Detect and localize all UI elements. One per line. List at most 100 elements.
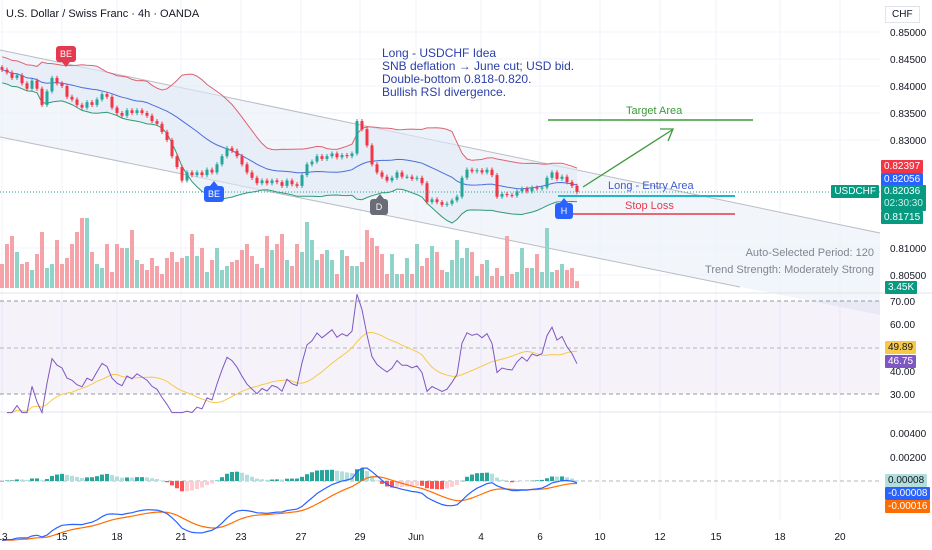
- x-tick-label: 13: [0, 532, 8, 543]
- volume-bar: [65, 258, 69, 288]
- idea-line: Bullish RSI divergence.: [382, 85, 507, 99]
- volume-bar: [525, 268, 529, 288]
- volume-bar: [105, 244, 109, 288]
- candle-body: [205, 169, 209, 176]
- macd-hist-bar: [205, 481, 209, 486]
- macd-hist-bar: [555, 476, 559, 481]
- bollinger-upper: [1, 56, 578, 169]
- marker-pointer-icon: [62, 62, 70, 67]
- idea-note[interactable]: Long - USDCHF Idea SNB deflation → June …: [382, 47, 574, 99]
- bollinger-basis: [1, 69, 578, 190]
- macd-hist-bar: [220, 477, 224, 481]
- macd-hist-bar: [440, 481, 444, 490]
- macd-hist-bar: [85, 477, 89, 481]
- candle-body: [395, 172, 399, 178]
- macd-hist-bar: [50, 475, 54, 481]
- y-tick-label: 0.84000: [890, 82, 927, 93]
- time-axis[interactable]: 13 15 18 21 23 27 29 Jun 4 6 10 12 15 18 20: [0, 532, 846, 543]
- volume-bar: [185, 256, 189, 288]
- currency-button[interactable]: CHF: [885, 6, 920, 23]
- volume-bar: [565, 270, 569, 288]
- volume-bar: [100, 268, 104, 288]
- volume-bar: [320, 254, 324, 288]
- target-arrow[interactable]: [582, 129, 673, 188]
- macd-hist-bar: [0, 481, 4, 482]
- volume-bar: [560, 264, 564, 288]
- candle-body: [75, 99, 79, 105]
- macd-hist-bar: [100, 474, 104, 481]
- macd-hist-bar: [55, 474, 59, 481]
- candle-body: [560, 176, 564, 179]
- volume-bar: [435, 252, 439, 288]
- volume-bar: [490, 276, 494, 288]
- candle-body: [180, 167, 184, 181]
- macd-hist-bar: [435, 481, 439, 490]
- volume-bar: [215, 248, 219, 288]
- macd-hist-bar: [430, 481, 434, 489]
- volume-bar: [340, 250, 344, 288]
- volume-bar: [465, 248, 469, 288]
- volume-bar: [210, 260, 214, 288]
- arrow-head-icon: [660, 128, 674, 142]
- macd-hist-bar: [425, 481, 429, 489]
- candle-body: [160, 123, 164, 132]
- marker-h[interactable]: H: [555, 203, 573, 219]
- candle-body: [545, 177, 549, 188]
- target-label[interactable]: Target Area: [626, 105, 683, 117]
- y-tick-label: 0.00200: [890, 453, 927, 464]
- candle-body: [380, 172, 384, 177]
- bollinger-fill: [2, 56, 577, 223]
- macd-hist-bar: [505, 481, 509, 482]
- macd-histogram: [0, 468, 579, 492]
- candle-body: [45, 91, 49, 105]
- candle-body: [115, 107, 119, 113]
- volume-bar: [335, 274, 339, 288]
- macd-hist-bar: [365, 471, 369, 481]
- candle-body: [145, 113, 149, 116]
- candle-body: [195, 172, 199, 176]
- volume-bar: [485, 260, 489, 288]
- macd-hist-bar: [285, 478, 289, 481]
- candle-body: [450, 200, 454, 204]
- marker-d[interactable]: D: [370, 199, 388, 215]
- entry-label[interactable]: Long - Entry Area: [608, 180, 694, 192]
- marker-be-bearish[interactable]: BE: [56, 46, 76, 62]
- candle-body: [340, 155, 344, 158]
- price-axis[interactable]: 0.85000 0.84500 0.84000 0.83500 0.83000 0.810…: [890, 28, 927, 464]
- volume-bar: [60, 264, 64, 288]
- volume-bar: [445, 272, 449, 288]
- candle-body: [15, 75, 19, 78]
- macd-hist-bar: [95, 476, 99, 481]
- macd-tag: -0.00008: [885, 487, 931, 500]
- macd-hist-tag: 0.00008: [885, 474, 928, 487]
- marker-be-bullish[interactable]: BE: [204, 186, 224, 202]
- macd-hist-bar: [400, 481, 404, 487]
- macd-signal-tag: -0.00016: [885, 500, 931, 513]
- bb-basis-tag: 0.82056: [881, 173, 924, 186]
- volume-bar: [170, 252, 174, 288]
- candle-body: [365, 129, 369, 146]
- candle-body: [20, 75, 24, 84]
- macd-hist-bar: [45, 479, 49, 481]
- macd-hist-bar: [105, 473, 109, 481]
- candle-body: [505, 194, 509, 196]
- volume-bar: [535, 254, 539, 288]
- candle-body: [315, 156, 319, 162]
- volume-bar: [195, 256, 199, 288]
- macd-hist-bar: [60, 473, 64, 481]
- stop-loss-label[interactable]: Stop Loss: [625, 200, 674, 212]
- macd-hist-bar: [240, 472, 244, 481]
- candle-body: [515, 191, 519, 196]
- volume-bar: [90, 252, 94, 288]
- candle-body: [125, 110, 129, 116]
- macd-signal-line: [1, 475, 578, 541]
- candle-body: [465, 169, 469, 178]
- volume-bar: [550, 272, 554, 288]
- macd-hist-bar: [560, 476, 564, 481]
- candle-body: [255, 177, 259, 184]
- macd-hist-bar: [360, 468, 364, 481]
- macd-hist-bar: [410, 481, 414, 487]
- macd-hist-bar: [530, 480, 534, 482]
- symbol-title[interactable]: U.S. Dollar / Swiss Franc · 4h · OANDA: [6, 8, 200, 20]
